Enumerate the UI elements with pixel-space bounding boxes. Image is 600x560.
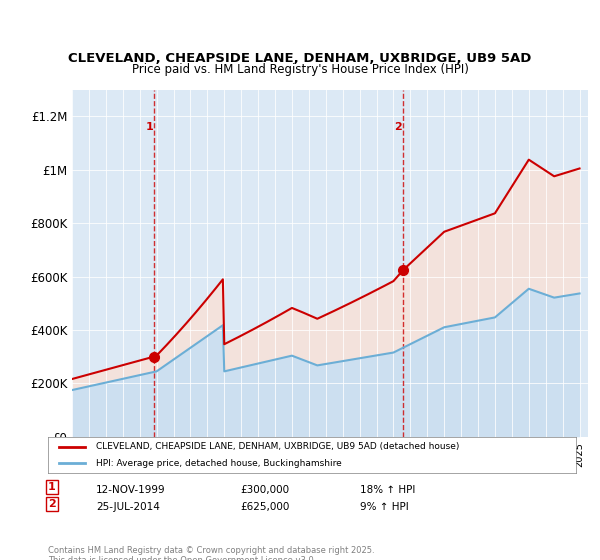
Text: Contains HM Land Registry data © Crown copyright and database right 2025.
This d: Contains HM Land Registry data © Crown c… [48, 546, 374, 560]
Text: 2: 2 [394, 122, 402, 132]
Text: 12-NOV-1999: 12-NOV-1999 [96, 485, 166, 495]
Text: £300,000: £300,000 [240, 485, 289, 495]
Text: HPI: Average price, detached house, Buckinghamshire: HPI: Average price, detached house, Buck… [95, 459, 341, 468]
Text: CLEVELAND, CHEAPSIDE LANE, DENHAM, UXBRIDGE, UB9 5AD (detached house): CLEVELAND, CHEAPSIDE LANE, DENHAM, UXBRI… [95, 442, 459, 451]
Text: CLEVELAND, CHEAPSIDE LANE, DENHAM, UXBRIDGE, UB9 5AD: CLEVELAND, CHEAPSIDE LANE, DENHAM, UXBRI… [68, 52, 532, 66]
Text: 9% ↑ HPI: 9% ↑ HPI [360, 502, 409, 512]
Text: 18% ↑ HPI: 18% ↑ HPI [360, 485, 415, 495]
Text: 25-JUL-2014: 25-JUL-2014 [96, 502, 160, 512]
Text: 1: 1 [145, 122, 153, 132]
Text: 1: 1 [48, 482, 56, 492]
Text: 2: 2 [48, 499, 56, 509]
Text: £625,000: £625,000 [240, 502, 289, 512]
Text: Price paid vs. HM Land Registry's House Price Index (HPI): Price paid vs. HM Land Registry's House … [131, 63, 469, 77]
